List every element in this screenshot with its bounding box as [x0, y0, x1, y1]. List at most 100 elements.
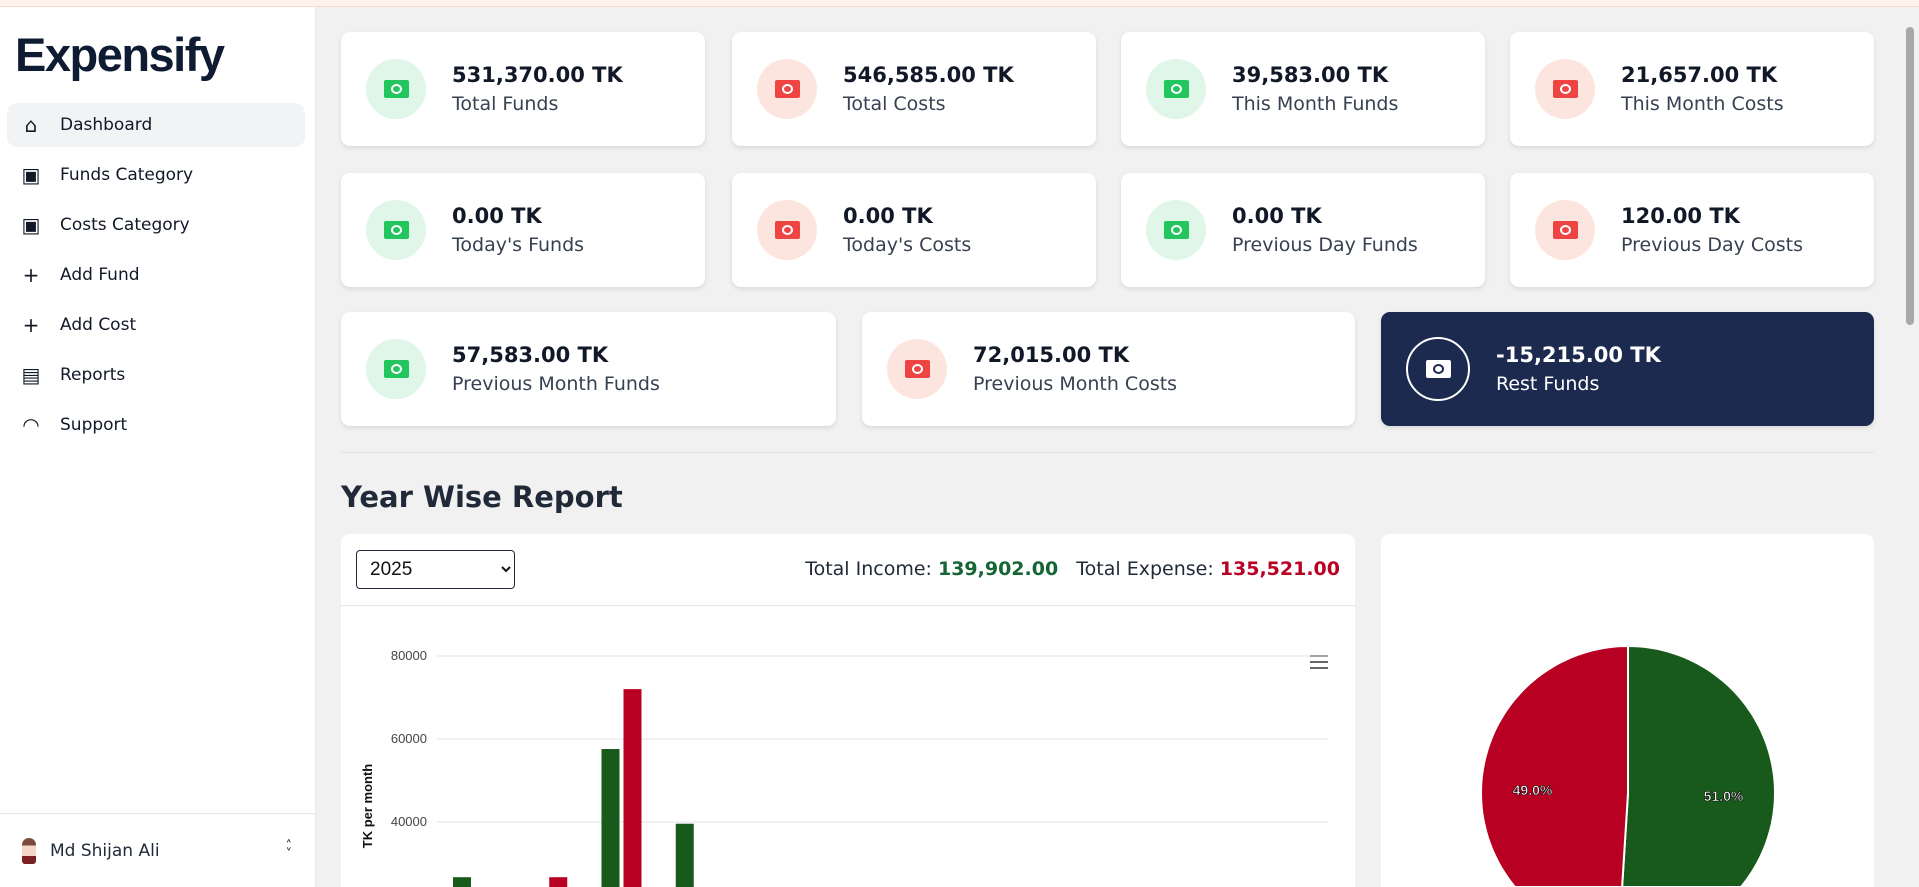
- logo: Expensify: [15, 28, 225, 81]
- y-tick-label: 80000: [391, 648, 427, 663]
- sidebar-item-add-fund[interactable]: + Add Fund: [7, 253, 305, 297]
- scrollbar-thumb[interactable]: [1906, 27, 1914, 325]
- stat-label: Previous Day Costs: [1621, 234, 1804, 256]
- bar-chart-card: 2025 Total Income: 139,902.00 Total Expe…: [341, 534, 1355, 887]
- expense-value: 135,521.00: [1219, 558, 1340, 580]
- sidebar-item-label: Funds Category: [60, 165, 194, 185]
- stat-value: 57,583.00 TK: [452, 343, 609, 367]
- y-tick-label: 40000: [391, 814, 427, 829]
- icon-circle: [366, 339, 426, 399]
- stat-card-today-s-funds: 0.00 TK Today's Funds: [341, 173, 705, 287]
- plus-icon: +: [22, 263, 40, 287]
- stat-card-total-funds: 531,370.00 TK Total Funds: [341, 32, 705, 146]
- chevron-up-down-icon[interactable]: ˄ ˅: [285, 838, 293, 862]
- money-icon: ▣: [21, 213, 41, 237]
- bar-income-jan[interactable]: [453, 877, 471, 887]
- stat-card-this-month-funds: 39,583.00 TK This Month Funds: [1121, 32, 1485, 146]
- divider: [341, 452, 1874, 453]
- sidebar-item-add-cost[interactable]: + Add Cost: [7, 303, 305, 347]
- stat-card-total-costs: 546,585.00 TK Total Costs: [732, 32, 1096, 146]
- bar-chart: TK per month 40000 60000 80000: [360, 648, 1328, 887]
- money-icon: [383, 360, 409, 378]
- money-icon: [383, 221, 409, 239]
- y-axis-title: TK per month: [360, 764, 375, 849]
- stat-value: 39,583.00 TK: [1232, 63, 1389, 87]
- money-icon: [1552, 221, 1578, 239]
- user-menu[interactable]: Md Shijan Ali ˄ ˅: [0, 813, 316, 887]
- icon-circle: [1535, 59, 1595, 119]
- year-select[interactable]: 2025: [356, 550, 515, 589]
- stat-card-previous-day-costs: 120.00 TK Previous Day Costs: [1510, 173, 1874, 287]
- sidebar-item-costs-category[interactable]: ▣ Costs Category: [7, 203, 305, 247]
- y-tick-label: 60000: [391, 731, 427, 746]
- money-icon: ▣: [21, 163, 41, 187]
- money-icon: [1425, 360, 1451, 378]
- stat-label: Total Funds: [452, 93, 559, 115]
- icon-circle: [757, 59, 817, 119]
- stat-value: 531,370.00 TK: [452, 63, 623, 87]
- icon-circle: [366, 59, 426, 119]
- sidebar-item-funds-category[interactable]: ▣ Funds Category: [7, 153, 305, 197]
- stat-label: Rest Funds: [1496, 373, 1600, 395]
- sidebar-item-dashboard[interactable]: ⌂ Dashboard: [7, 103, 305, 147]
- top-border: [0, 0, 1919, 7]
- stat-card-today-s-costs: 0.00 TK Today's Costs: [732, 173, 1096, 287]
- sidebar-item-label: Add Fund: [60, 265, 140, 285]
- money-icon: [904, 360, 930, 378]
- money-icon: [1163, 221, 1189, 239]
- home-icon: ⌂: [24, 113, 38, 137]
- sidebar: Expensify ⌂ Dashboard ▣ Funds Category ▣ Cost…: [0, 7, 316, 887]
- stat-card-previous-day-funds: 0.00 TK Previous Day Funds: [1121, 173, 1485, 287]
- plus-icon: +: [22, 313, 40, 337]
- sidebar-item-label: Reports: [60, 365, 126, 385]
- pie-data-label: 49.0%: [1513, 782, 1553, 798]
- icon-circle: [1146, 59, 1206, 119]
- stat-label: Today's Costs: [843, 234, 972, 256]
- icon-circle: [887, 339, 947, 399]
- stat-card-rest-funds: -15,215.00 TK Rest Funds: [1381, 312, 1874, 426]
- stat-value: -15,215.00 TK: [1496, 343, 1661, 367]
- money-icon: [1163, 80, 1189, 98]
- bar-income-mar[interactable]: [601, 749, 620, 887]
- bar-income-apr[interactable]: [675, 823, 694, 887]
- stat-value: 21,657.00 TK: [1621, 63, 1778, 87]
- stat-label: Total Costs: [843, 93, 946, 115]
- income-label: Total Income:: [805, 558, 932, 580]
- stat-value: 72,015.00 TK: [973, 343, 1130, 367]
- icon-circle: [366, 200, 426, 260]
- money-icon: [774, 221, 800, 239]
- sidebar-item-label: Support: [60, 415, 128, 435]
- stat-card-this-month-costs: 21,657.00 TK This Month Costs: [1510, 32, 1874, 146]
- scrollbar[interactable]: [1901, 7, 1919, 887]
- avatar: [22, 837, 36, 864]
- sidebar-item-support[interactable]: ◠ Support: [7, 403, 305, 447]
- bar-expense-mar[interactable]: [623, 689, 642, 887]
- chart-header: 2025 Total Income: 139,902.00 Total Expe…: [341, 534, 1355, 606]
- stat-card-previous-month-costs: 72,015.00 TK Previous Month Costs: [862, 312, 1355, 426]
- sidebar-item-label: Dashboard: [60, 115, 153, 135]
- money-icon: [774, 80, 800, 98]
- icon-circle: [1146, 200, 1206, 260]
- pie-slice-income[interactable]: [1621, 644, 1777, 887]
- sidebar-item-label: Add Cost: [60, 315, 137, 335]
- totals: Total Income: 139,902.00 Total Expense: …: [805, 558, 1340, 580]
- stat-label: Previous Month Funds: [452, 373, 660, 395]
- headset-icon: ◠: [22, 413, 40, 437]
- pie-data-label: 51.0%: [1704, 788, 1744, 804]
- stat-value: 0.00 TK: [1232, 204, 1322, 228]
- sidebar-item-label: Costs Category: [60, 215, 190, 235]
- bar-expense-feb[interactable]: [549, 877, 568, 887]
- report-icon: ▤: [21, 363, 41, 387]
- pie-slice-expense[interactable]: [1479, 644, 1629, 887]
- stat-value: 546,585.00 TK: [843, 63, 1014, 87]
- icon-circle: [1406, 337, 1470, 401]
- stat-value: 0.00 TK: [843, 204, 933, 228]
- expense-label: Total Expense:: [1076, 558, 1214, 580]
- money-icon: [383, 80, 409, 98]
- stat-value: 120.00 TK: [1621, 204, 1740, 228]
- sidebar-item-reports[interactable]: ▤ Reports: [7, 353, 305, 397]
- menu-icon[interactable]: [1310, 655, 1328, 669]
- stat-label: This Month Funds: [1232, 93, 1399, 115]
- stat-card-previous-month-funds: 57,583.00 TK Previous Month Funds: [341, 312, 836, 426]
- pie-chart: 51.0% 49.0%: [1479, 644, 1777, 887]
